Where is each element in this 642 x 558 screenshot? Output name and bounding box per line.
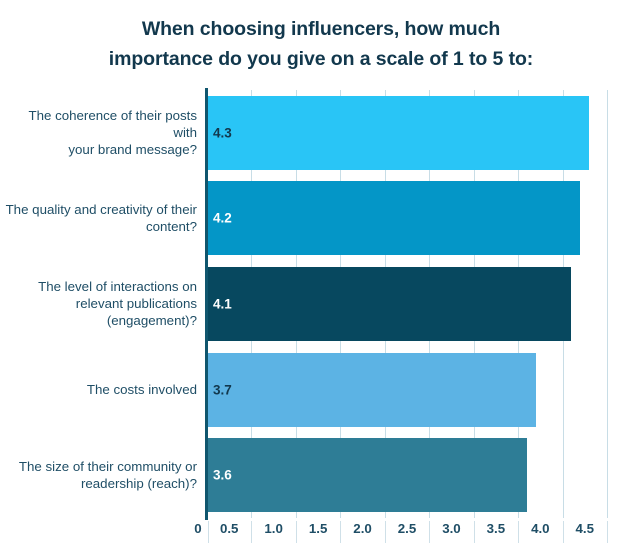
y-axis-line bbox=[205, 88, 208, 520]
x-tick-label: 0 bbox=[194, 521, 202, 536]
x-tick-separator bbox=[607, 521, 608, 543]
gridline bbox=[607, 90, 608, 518]
x-tick-separator bbox=[384, 521, 386, 543]
category-label-cell: The quality and creativity of their conte… bbox=[0, 176, 205, 262]
category-label-line: content? bbox=[145, 219, 197, 235]
x-tick-separator bbox=[340, 521, 342, 543]
bar-value-label: 4.1 bbox=[213, 296, 232, 312]
category-label: The coherence of their posts with your br… bbox=[5, 107, 205, 158]
category-label-cell: The size of their community or readership… bbox=[0, 432, 205, 518]
category-label-line: The costs involved bbox=[86, 382, 197, 398]
bar-row[interactable]: 3.7 bbox=[207, 352, 607, 427]
chart-title-line-1: When choosing influencers, how much bbox=[141, 18, 501, 40]
bar-value-label: 4.3 bbox=[213, 125, 232, 141]
bar[interactable]: 4.2 bbox=[207, 181, 581, 256]
bar-row[interactable]: 4.3 bbox=[207, 95, 607, 170]
x-tick-label: 1.5 bbox=[308, 521, 328, 536]
x-tick-label: 2.0 bbox=[353, 521, 372, 536]
x-tick-separator bbox=[562, 521, 564, 543]
x-tick-label: 0.5 bbox=[219, 521, 239, 536]
bar-row[interactable]: 4.1 bbox=[207, 266, 607, 341]
x-tick-separator bbox=[251, 521, 253, 543]
category-label-line: The level of interactions on bbox=[38, 279, 197, 295]
category-label-line: readership (reach)? bbox=[80, 476, 197, 492]
x-tick-separator bbox=[208, 521, 209, 543]
x-tick-label: 3.5 bbox=[486, 521, 506, 536]
category-label-line: relevant publications bbox=[75, 296, 197, 312]
category-label-line: your brand message? bbox=[68, 142, 197, 158]
category-label-cell: The coherence of their posts with your br… bbox=[0, 90, 205, 176]
bar-row[interactable]: 4.2 bbox=[207, 181, 607, 256]
category-label-line: The size of their community or bbox=[18, 459, 197, 475]
x-tick-label: 2.5 bbox=[397, 521, 417, 536]
x-tick-label: 4.0 bbox=[531, 521, 550, 536]
category-label: The quality and creativity of their conte… bbox=[5, 201, 205, 235]
bar-value-label: 3.6 bbox=[213, 467, 232, 483]
bar-value-label: 3.7 bbox=[213, 382, 232, 398]
x-tick-label: 1.0 bbox=[264, 521, 283, 536]
x-tick-separator bbox=[295, 521, 297, 543]
x-tick-separator bbox=[518, 521, 520, 543]
category-label-cell: The costs involved bbox=[0, 347, 205, 433]
chart-title: When choosing influencers, how much impo… bbox=[0, 14, 642, 74]
bar-value-label: 4.2 bbox=[213, 210, 232, 226]
category-label: The level of interactions on relevant pub… bbox=[5, 278, 205, 329]
category-label: The size of their community or readership… bbox=[5, 458, 205, 492]
category-label-line: (engagement)? bbox=[106, 313, 197, 329]
category-label: The costs involved bbox=[5, 381, 205, 398]
category-label-line: The coherence of their posts with bbox=[28, 108, 197, 141]
x-tick-label: 4.5 bbox=[575, 521, 595, 536]
bar[interactable]: 3.6 bbox=[207, 438, 527, 513]
category-axis-labels: The coherence of their posts with your br… bbox=[0, 90, 205, 518]
x-tick-separator bbox=[429, 521, 431, 543]
category-label-cell: The level of interactions on relevant pub… bbox=[0, 261, 205, 347]
bar-row[interactable]: 3.6 bbox=[207, 438, 607, 513]
category-label-line: The quality and creativity of their bbox=[5, 202, 197, 218]
value-axis-ticks: 0 0.5 1.0 1.5 2.0 2.5 3.0 3.5 4.0 4.5 bbox=[0, 521, 642, 547]
x-tick-separator bbox=[473, 521, 475, 543]
chart-title-line-2: importance do you give on a scale of 1 t… bbox=[108, 48, 534, 70]
bar[interactable]: 4.1 bbox=[207, 266, 572, 341]
plot-area: 4.3 4.2 4.1 3.7 3.6 bbox=[207, 90, 608, 518]
bar[interactable]: 4.3 bbox=[207, 95, 590, 170]
bar[interactable]: 3.7 bbox=[207, 352, 536, 427]
x-tick-label: 3.0 bbox=[442, 521, 461, 536]
